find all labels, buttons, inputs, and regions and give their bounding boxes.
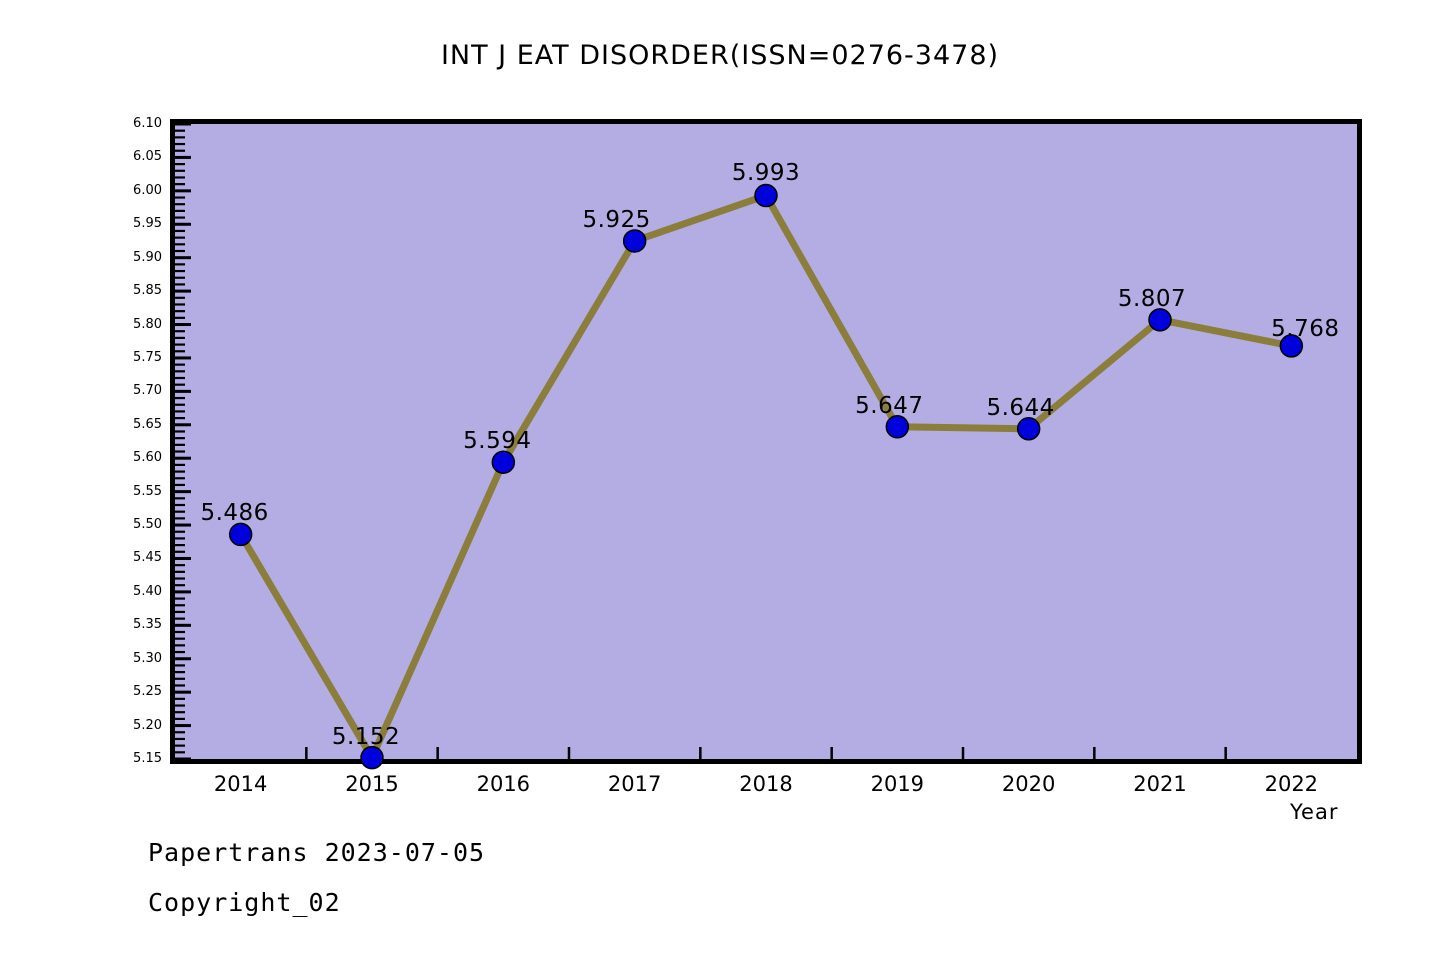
x-axis-tick-label: 2020 [1001, 772, 1056, 796]
y-axis-tick-label: 5.95 [133, 216, 162, 232]
y-axis-tick-label: 5.50 [133, 517, 162, 533]
y-axis-tick-label: 5.35 [133, 617, 162, 633]
data-point-value-label: 5.993 [731, 159, 801, 186]
series-line [237, 192, 1295, 762]
x-axis-tick-label: 2016 [476, 772, 531, 796]
data-point-marker[interactable] [1148, 308, 1172, 332]
y-axis-tick-label: 5.45 [133, 550, 162, 566]
y-axis-tick-label: 5.75 [133, 349, 162, 365]
x-axis-tick-label: 2014 [213, 772, 268, 796]
data-point-marker[interactable] [622, 229, 647, 253]
footer-copyright: Copyright_02 [148, 888, 341, 917]
data-point-marker[interactable] [1016, 417, 1041, 441]
y-axis-tick-label: 6.10 [133, 116, 162, 131]
y-axis-tick-label: 5.60 [133, 450, 162, 466]
x-axis-tick-label: 2019 [870, 772, 925, 796]
x-axis-tick-label: 2022 [1264, 772, 1319, 796]
x-axis-tick-label: 2018 [739, 772, 793, 796]
y-axis-tick-label: 5.65 [133, 416, 162, 432]
data-point-marker[interactable] [1279, 334, 1304, 358]
plot-area-background [170, 119, 1362, 764]
data-point-value-label: 5.594 [463, 428, 532, 455]
footer-source-date: Papertrans 2023-07-05 [148, 838, 486, 867]
data-point-marker[interactable] [228, 522, 253, 547]
y-axis-tick-label: 5.80 [133, 316, 162, 332]
data-point-value-label: 5.644 [986, 394, 1055, 421]
y-axis-tick-label: 5.85 [133, 283, 162, 299]
y-axis-tick-label: 6.05 [133, 149, 162, 165]
data-point-marker[interactable] [754, 183, 778, 208]
y-axis-tick-label: 6.00 [133, 182, 162, 198]
data-point-marker[interactable] [491, 450, 516, 474]
data-point-marker[interactable] [360, 745, 384, 770]
x-axis-title: Year [1290, 800, 1339, 824]
y-axis-tick-label: 5.15 [133, 751, 162, 766]
x-axis-tick-label: 2021 [1133, 772, 1187, 796]
x-axis-tick-label: 2015 [345, 772, 399, 796]
data-point-value-label: 5.486 [200, 500, 269, 527]
chart-title: INT J EAT DISORDER(ISSN=0276-3478) [440, 40, 1000, 71]
y-axis-tick-label: 5.25 [133, 684, 162, 700]
y-axis-tick-label: 5.55 [133, 483, 162, 499]
y-axis-tick-label: 5.90 [133, 249, 162, 265]
y-axis-tick-label: 5.40 [133, 583, 162, 599]
data-point-value-label: 5.807 [1117, 285, 1187, 312]
data-point-marker[interactable] [885, 415, 910, 439]
plot-series-layer [175, 122, 1304, 770]
data-point-value-label: 5.768 [1271, 315, 1340, 342]
y-axis-tick-label: 5.20 [133, 717, 162, 733]
data-point-value-label: 5.152 [331, 723, 401, 750]
x-axis-tick-label: 2017 [607, 772, 662, 796]
data-point-value-label: 5.925 [582, 206, 651, 233]
data-point-value-label: 5.647 [855, 392, 924, 419]
y-axis-tick-label: 5.30 [133, 650, 162, 666]
y-axis-tick-label: 5.70 [133, 383, 162, 399]
